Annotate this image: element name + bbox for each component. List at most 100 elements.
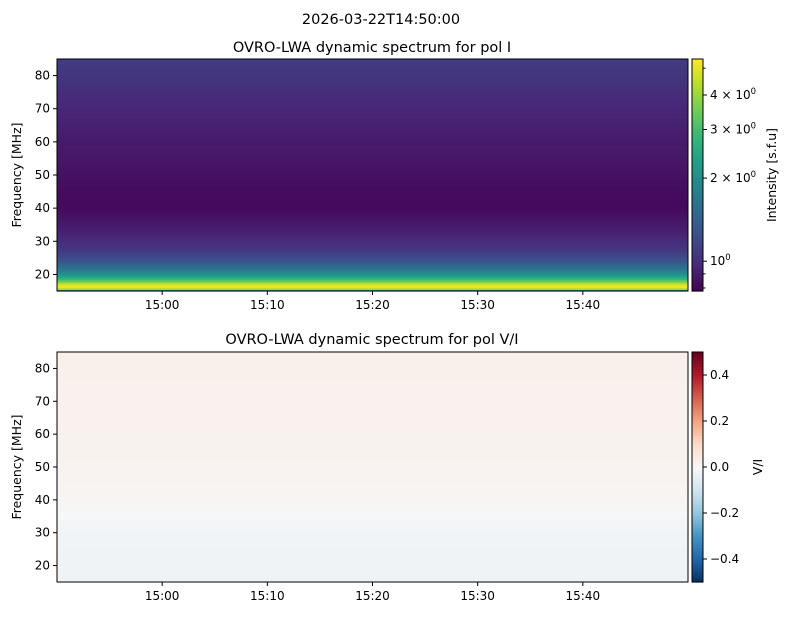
colorbar-segment [692, 148, 703, 153]
colorbar-segment [692, 455, 703, 459]
heatmap-row [57, 214, 688, 218]
heatmap-row [57, 83, 688, 87]
heatmap-row [57, 279, 688, 282]
heatmap-row [57, 378, 688, 381]
heatmap-row [57, 499, 688, 503]
colorbar-segment [692, 527, 703, 531]
colorbar-segment [692, 67, 703, 72]
figure-suptitle: 2026-03-22T14:50:00 [302, 12, 460, 28]
colorbar-segment [692, 561, 703, 566]
heatmap-row [57, 170, 688, 173]
heatmap-row [57, 269, 688, 272]
colorbar-segment [692, 88, 703, 92]
heatmap-row [57, 455, 688, 458]
heatmap-row [57, 75, 688, 78]
heatmap-row [57, 439, 688, 442]
colorbar-segment [692, 247, 703, 251]
colorbar-segment [692, 386, 703, 390]
heatmap-row [57, 476, 688, 480]
colorbar-segment [692, 70, 703, 75]
colorbar-segment [692, 105, 703, 109]
heatmap-row [57, 193, 688, 196]
colorbar-segment [692, 452, 703, 457]
colorbar-segment [692, 264, 703, 269]
heatmap-row [57, 406, 688, 409]
heatmap-row [57, 229, 688, 232]
heatmap-row [57, 453, 688, 457]
colorbar-segment [692, 513, 703, 517]
heatmap-row [57, 262, 688, 266]
heatmap-row [57, 394, 688, 397]
heatmap-row [57, 381, 688, 384]
heatmap-row [57, 386, 688, 389]
heatmap-row [57, 59, 688, 62]
heatmap-row [57, 421, 688, 424]
heatmap-row [57, 511, 688, 514]
heatmap-row [57, 471, 688, 475]
heatmap-row [57, 286, 688, 289]
heatmap-row [57, 480, 688, 483]
heatmap-row [57, 80, 688, 83]
colorbar-tick-label: 0.2 [710, 414, 729, 428]
heatmap-row [57, 276, 688, 279]
heatmap-row [57, 183, 688, 186]
x-tick-label: 15:00 [145, 589, 180, 603]
heatmap-row [57, 211, 688, 214]
colorbar-segment [692, 259, 703, 263]
heatmap-row [57, 414, 688, 417]
heatmap-row [57, 150, 688, 153]
heatmap-row [57, 401, 688, 404]
heatmap-row [57, 363, 688, 366]
heatmap-row [57, 161, 688, 164]
heatmap-row [57, 65, 688, 68]
heatmap-row [57, 189, 688, 193]
colorbar-segment [692, 218, 703, 222]
colorbar-frame [691, 58, 704, 292]
heatmap-row [57, 158, 688, 161]
heatmap-row [57, 577, 688, 580]
colorbar-segment [692, 475, 703, 480]
heatmap-row [57, 151, 688, 155]
heatmap-row [57, 496, 688, 499]
heatmap-row [57, 524, 688, 527]
colorbar-segment [692, 230, 703, 234]
heatmap-row [57, 141, 688, 145]
heatmap-row [57, 429, 688, 432]
heatmap-row [57, 447, 688, 450]
heatmap-row [57, 176, 688, 179]
colorbar: 0.4 0.2 0.0 −0.2 −0.4 [691, 351, 739, 583]
heatmap-row [57, 425, 688, 429]
heatmap-row [57, 513, 688, 516]
colorbar-segment [692, 108, 703, 112]
heatmap-row [57, 376, 688, 379]
heatmap-row [57, 148, 688, 151]
heatmap-row [57, 203, 688, 206]
heatmap-row [57, 565, 688, 568]
heatmap-row [57, 267, 688, 271]
heatmap-row [57, 398, 688, 401]
colorbar-segment [692, 157, 703, 162]
heatmap-row [57, 445, 688, 448]
colorbar-segment [692, 421, 703, 425]
colorbar-segment [692, 449, 703, 454]
heatmap-row [57, 237, 688, 241]
colorbar-segment [692, 567, 703, 572]
heatmap-row [57, 536, 688, 539]
colorbar-segment [692, 418, 703, 422]
heatmap-row [57, 375, 688, 378]
heatmap-row [57, 233, 688, 236]
colorbar-segment [692, 131, 703, 135]
heatmap-row [57, 120, 688, 123]
heatmap-row [57, 206, 688, 209]
heatmap-row [57, 442, 688, 445]
heatmap-row [57, 98, 688, 102]
heatmap-row [57, 457, 688, 460]
colorbar-segment [692, 510, 703, 514]
colorbar-segment [692, 484, 703, 488]
heatmap-row [57, 272, 688, 276]
heatmap-row [57, 264, 688, 267]
heatmap-cells [57, 352, 688, 583]
heatmap-row [57, 216, 688, 219]
heatmap-row [57, 554, 688, 557]
heatmap-row [57, 244, 688, 247]
